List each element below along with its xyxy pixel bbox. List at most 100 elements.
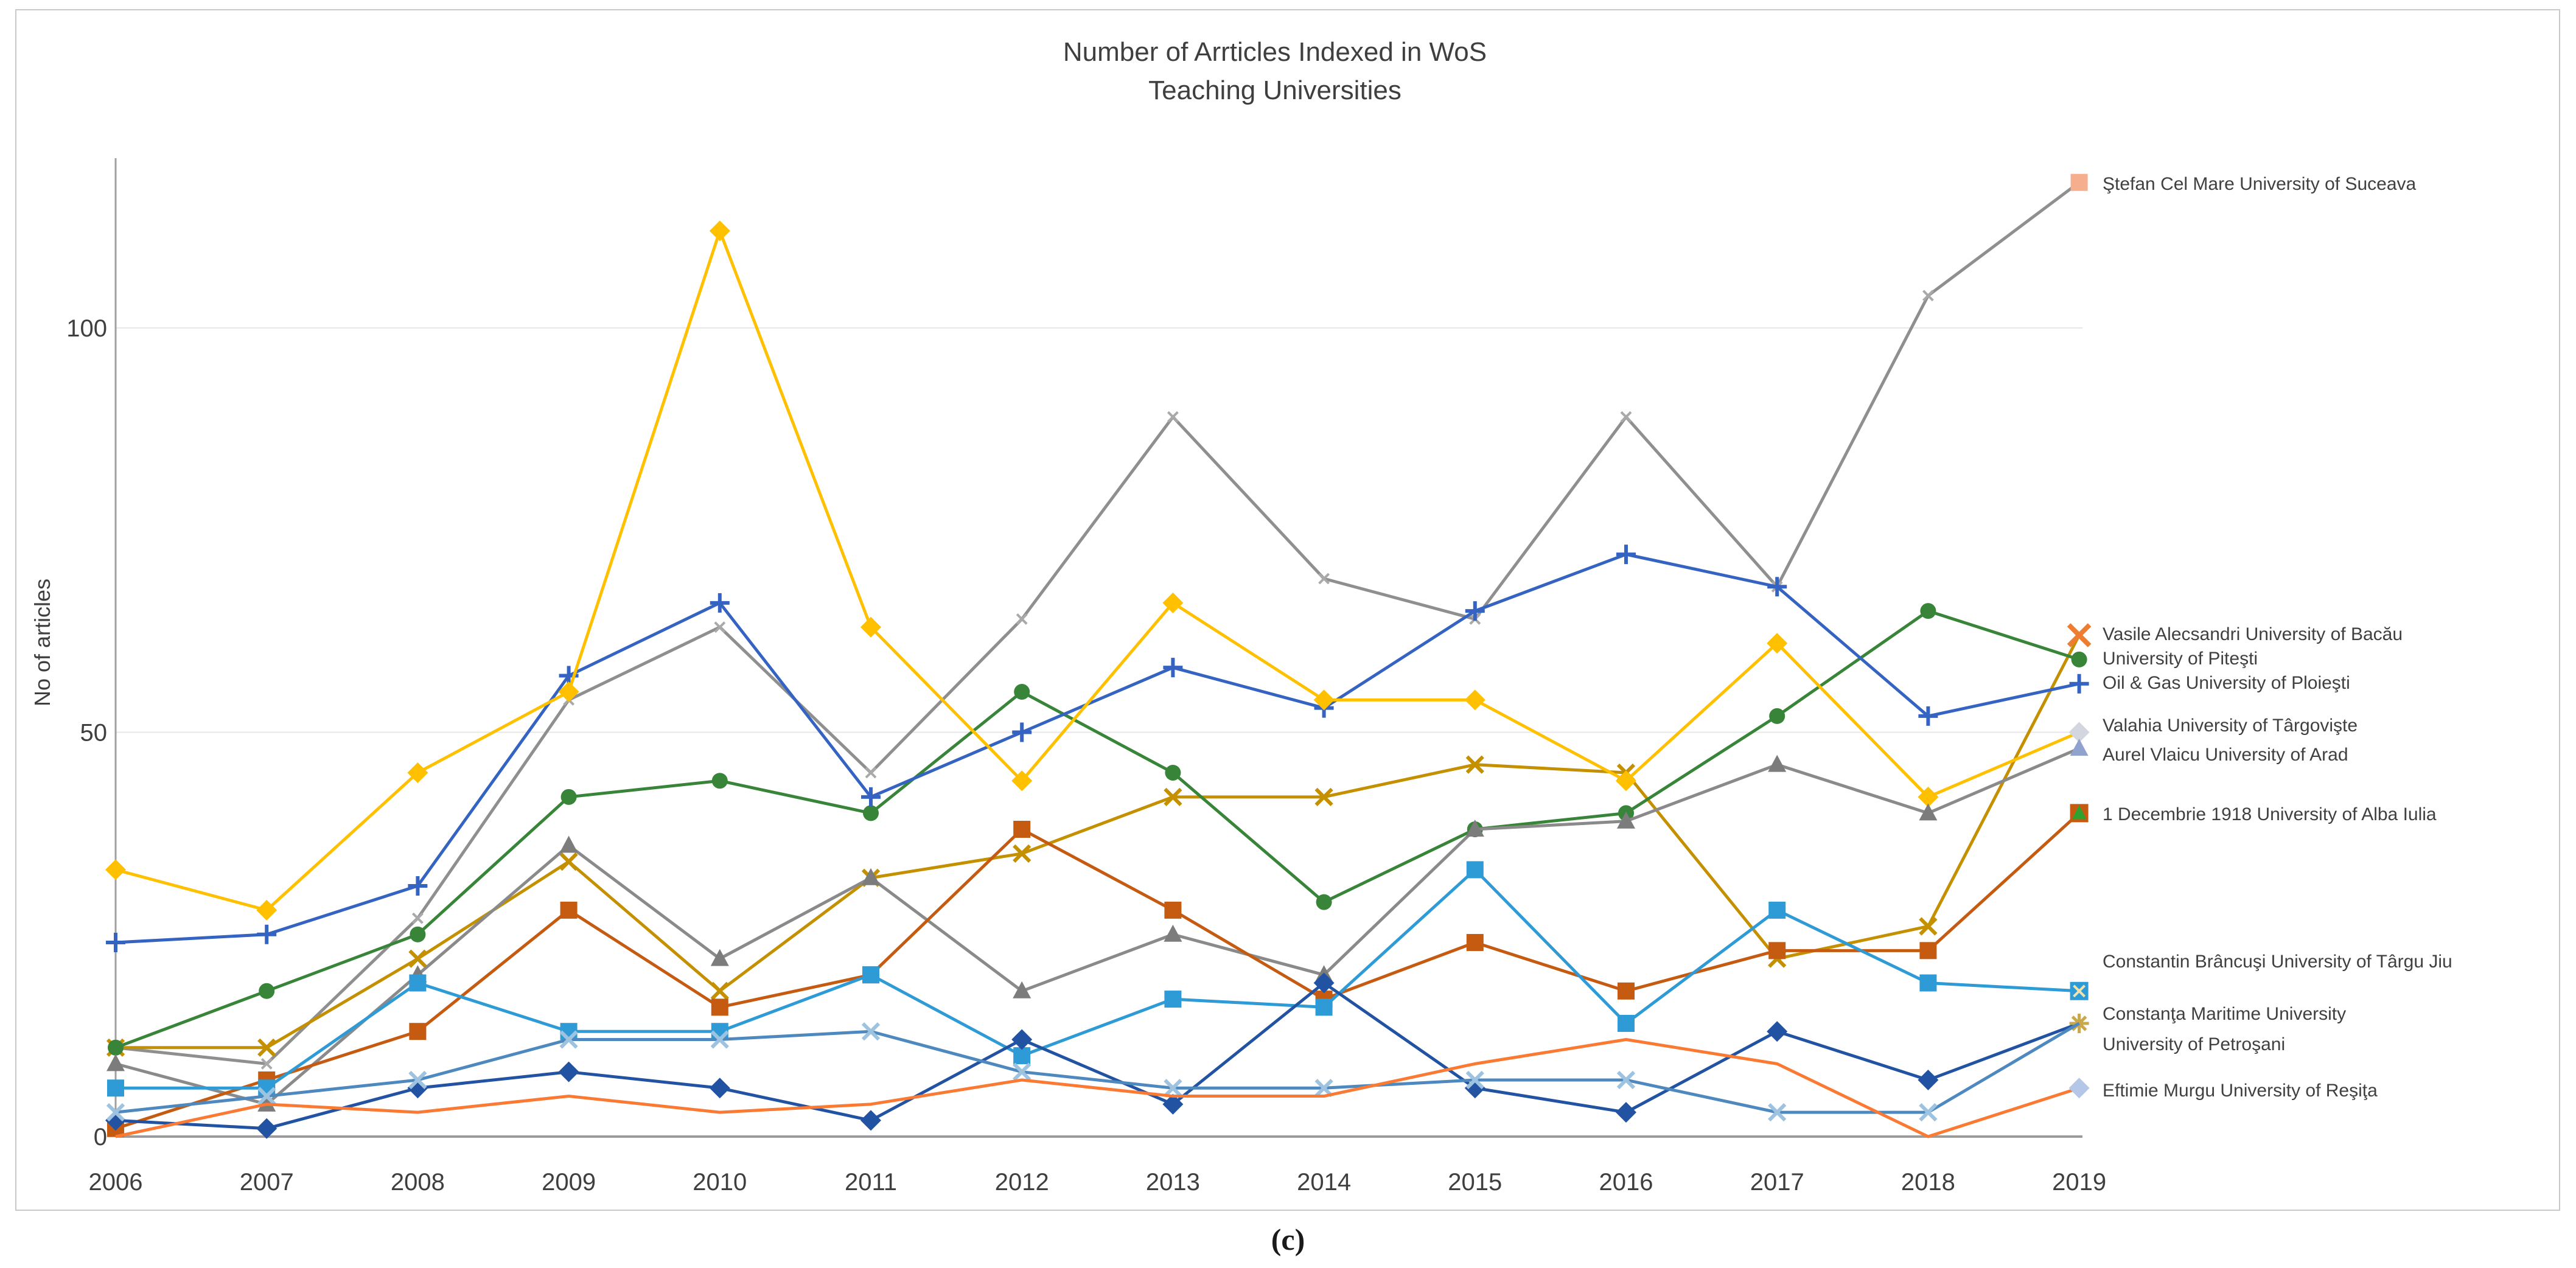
- series-marker-diamond: [105, 859, 126, 880]
- series-marker-diamond: [1616, 770, 1636, 792]
- series-end-label: Vasile Alecsandri University of Bacău: [2103, 624, 2403, 644]
- series-marker-x: [559, 1030, 578, 1049]
- x-tick-label: 2006: [89, 1169, 143, 1196]
- x-tick-label: 2019: [2052, 1169, 2106, 1196]
- series-marker-plus: [1767, 577, 1787, 597]
- series-marker-x-small: [1167, 411, 1179, 423]
- series-marker-triangle: [1919, 803, 1938, 821]
- series-marker-x-small: [1620, 411, 1632, 423]
- series-marker-circle: [1316, 894, 1332, 910]
- series-marker-plus: [2069, 674, 2089, 694]
- series-marker-diamond: [1162, 1093, 1184, 1115]
- series-marker-triangle-overlay: [2072, 805, 2087, 820]
- series-marker-circle: [1769, 708, 1785, 724]
- series-marker-circle: [711, 773, 728, 789]
- series-marker-square: [560, 901, 578, 919]
- series-line-4: [115, 229, 2080, 912]
- series-marker-x: [1465, 1070, 1484, 1090]
- x-tick-label: 2008: [391, 1169, 445, 1196]
- series-marker-x: [408, 949, 427, 968]
- series-marker-diamond: [1918, 786, 1939, 807]
- series-marker-triangle: [1617, 811, 1635, 829]
- series-marker-triangle: [559, 835, 578, 853]
- series-marker-x: [1013, 1062, 1031, 1081]
- x-tick-label: 2013: [1146, 1169, 1200, 1196]
- series-line-9: [115, 1022, 2080, 1114]
- series-marker-plus: [106, 933, 125, 953]
- series-end-label: University of Piteşti: [2103, 649, 2258, 669]
- series-marker-circle: [259, 983, 275, 999]
- series-marker-circle: [410, 926, 426, 942]
- series-marker-square: [1164, 991, 1182, 1008]
- series-marker-plus: [1918, 706, 1938, 726]
- series-marker-plus: [861, 787, 881, 807]
- series-marker-x-small: [1016, 613, 1028, 625]
- series-marker-circle: [560, 789, 577, 805]
- x-tick-label: 2009: [542, 1169, 596, 1196]
- series-marker-diamond: [860, 616, 881, 638]
- series-marker-diamond: [558, 1061, 579, 1082]
- figure-border: [15, 9, 2560, 1211]
- series-marker-diamond: [256, 1118, 277, 1139]
- series-marker-square: [1768, 901, 1786, 919]
- series-marker-x: [710, 981, 729, 1000]
- series-marker-triangle: [1768, 754, 1787, 772]
- series-marker-plus: [408, 876, 428, 896]
- series-marker-square: [1919, 942, 1937, 960]
- series-marker-plus: [1465, 601, 1485, 621]
- series-marker-triangle: [710, 949, 729, 966]
- y-tick-label: 0: [94, 1124, 107, 1151]
- series-marker-circle: [1165, 764, 1181, 781]
- series-marker-x: [257, 1087, 276, 1106]
- series-marker-diamond: [709, 1078, 730, 1099]
- series-marker-diamond: [1767, 633, 1788, 654]
- series-line-5: [115, 747, 2080, 1106]
- series-marker-circle: [1920, 603, 1936, 619]
- series-marker-triangle: [862, 868, 880, 885]
- series-marker-triangle: [1013, 981, 1031, 998]
- series-marker-circle: [2071, 651, 2087, 667]
- x-tick-label: 2007: [240, 1169, 294, 1196]
- y-tick-label: 50: [80, 720, 108, 747]
- series-marker-x: [1164, 1079, 1182, 1098]
- series-marker-square: [409, 1023, 427, 1040]
- series-marker-x-big: [2067, 623, 2092, 647]
- chart-subtitle: Teaching Universities: [1148, 75, 1401, 105]
- series-marker-x: [1919, 1103, 1938, 1122]
- series-line-2: [115, 609, 2080, 1050]
- series-marker-x-small: [865, 767, 877, 779]
- series-marker-triangle: [1164, 924, 1182, 942]
- x-tick-label: 2011: [845, 1169, 897, 1196]
- series-marker-diamond: [1464, 689, 1485, 711]
- series-marker-square: [409, 974, 427, 992]
- series-marker-diamond: [558, 681, 579, 703]
- series-marker-x-small: [411, 912, 424, 924]
- series-marker-diamond: [1011, 770, 1033, 792]
- series-marker-square: [1618, 982, 1635, 1000]
- series-marker-x: [1616, 1070, 1636, 1090]
- series-marker-diamond: [860, 1110, 881, 1131]
- y-axis-label: No of articles: [30, 579, 55, 706]
- series-marker-square: [1164, 901, 1182, 919]
- series-marker-triangle: [2070, 739, 2089, 756]
- series-marker-circle: [108, 1039, 124, 1056]
- series-marker-square: [1466, 861, 1484, 879]
- series-marker-x: [1919, 917, 1938, 936]
- chart-title: Number of Arrticles Indexed in WoS: [1063, 37, 1487, 67]
- series-marker-diamond: [1616, 1102, 1636, 1123]
- series-marker-plus: [710, 593, 730, 613]
- series-marker-x-small: [260, 1057, 273, 1070]
- series-marker-x: [1465, 755, 1484, 774]
- series-marker-x: [408, 1070, 427, 1090]
- series-marker-diamond: [1313, 972, 1335, 994]
- series-marker-diamond: [1313, 689, 1335, 711]
- series-marker-x-small: [1318, 573, 1330, 585]
- series-end-label: Eftimie Murgu University of Reşiţa: [2103, 1081, 2378, 1101]
- series-marker-x-small: [1922, 290, 1934, 302]
- series-end-label: Constanţa Maritime University: [2103, 1004, 2346, 1024]
- series-marker-diamond: [1011, 1029, 1033, 1050]
- series-marker-square: [2070, 173, 2088, 191]
- series-marker-square: [1919, 974, 1937, 992]
- series-line-3: [115, 552, 2080, 944]
- y-tick-label: 100: [66, 315, 107, 342]
